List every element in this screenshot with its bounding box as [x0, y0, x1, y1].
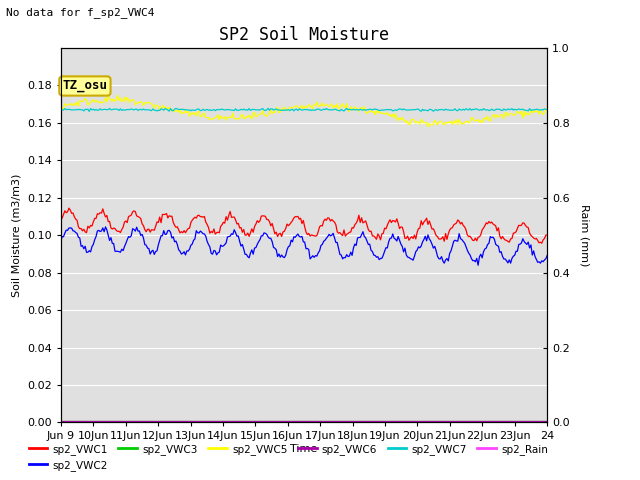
sp2_VWC3: [202, 418, 210, 424]
sp2_VWC6: [269, 418, 277, 424]
X-axis label: Time: Time: [291, 444, 317, 454]
sp2_VWC6: [202, 418, 210, 424]
sp2_VWC5: [271, 109, 278, 115]
sp2_VWC6: [116, 418, 124, 424]
sp2_VWC3: [543, 418, 551, 424]
sp2_VWC7: [57, 107, 65, 113]
sp2_VWC7: [264, 106, 272, 111]
sp2_VWC5: [543, 107, 551, 113]
sp2_VWC2: [271, 245, 278, 251]
sp2_VWC6: [57, 418, 65, 424]
sp2_VWC5: [519, 115, 527, 121]
sp2_VWC7: [543, 107, 551, 112]
sp2_VWC2: [220, 243, 227, 249]
sp2_VWC5: [220, 115, 227, 121]
sp2_VWC7: [204, 107, 211, 112]
sp2_Rain: [202, 419, 210, 425]
sp2_VWC2: [102, 224, 109, 230]
sp2_VWC2: [204, 239, 211, 244]
sp2_Rain: [218, 419, 226, 425]
sp2_VWC1: [228, 215, 236, 220]
sp2_VWC3: [116, 418, 124, 424]
Y-axis label: Raim (mm): Raim (mm): [579, 204, 589, 266]
Line: sp2_VWC7: sp2_VWC7: [61, 108, 547, 111]
sp2_VWC5: [104, 92, 112, 98]
Title: SP2 Soil Moisture: SP2 Soil Moisture: [219, 25, 389, 44]
sp2_VWC5: [118, 99, 125, 105]
sp2_VWC7: [118, 108, 125, 113]
Legend: sp2_VWC1, sp2_VWC2, sp2_VWC3, sp2_VWC5, sp2_VWC6, sp2_VWC7, sp2_Rain: sp2_VWC1, sp2_VWC2, sp2_VWC3, sp2_VWC5, …: [24, 439, 552, 475]
sp2_VWC3: [57, 418, 65, 424]
sp2_VWC7: [85, 108, 93, 114]
sp2_VWC7: [228, 108, 236, 113]
sp2_VWC2: [57, 239, 65, 244]
sp2_VWC3: [227, 418, 234, 424]
Line: sp2_VWC2: sp2_VWC2: [61, 227, 547, 265]
sp2_VWC3: [516, 418, 524, 424]
sp2_Rain: [57, 419, 65, 425]
Text: TZ_osu: TZ_osu: [63, 80, 108, 93]
sp2_VWC1: [65, 205, 73, 211]
Line: sp2_VWC5: sp2_VWC5: [61, 95, 547, 127]
Line: sp2_VWC1: sp2_VWC1: [61, 208, 547, 243]
sp2_VWC1: [271, 231, 278, 237]
sp2_VWC3: [218, 418, 226, 424]
sp2_VWC5: [57, 103, 65, 108]
sp2_VWC2: [228, 231, 236, 237]
sp2_Rain: [516, 419, 524, 425]
sp2_VWC6: [543, 418, 551, 424]
sp2_VWC3: [269, 418, 277, 424]
sp2_VWC5: [424, 124, 432, 130]
sp2_Rain: [269, 419, 277, 425]
sp2_VWC1: [543, 232, 551, 238]
sp2_VWC5: [228, 114, 236, 120]
sp2_Rain: [227, 419, 234, 425]
sp2_VWC1: [538, 240, 546, 246]
sp2_VWC1: [204, 222, 211, 228]
sp2_VWC7: [519, 106, 527, 112]
sp2_Rain: [116, 419, 124, 425]
sp2_VWC2: [474, 263, 482, 268]
sp2_VWC7: [220, 107, 227, 113]
sp2_VWC2: [118, 246, 125, 252]
sp2_VWC1: [118, 227, 125, 232]
sp2_VWC1: [518, 222, 525, 228]
sp2_VWC2: [519, 236, 527, 241]
Text: No data for f_sp2_VWC4: No data for f_sp2_VWC4: [6, 7, 155, 18]
Y-axis label: Soil Moisture (m3/m3): Soil Moisture (m3/m3): [12, 173, 22, 297]
sp2_VWC7: [273, 106, 280, 112]
sp2_VWC6: [227, 418, 234, 424]
sp2_VWC5: [204, 115, 211, 120]
sp2_VWC1: [220, 219, 227, 225]
sp2_VWC6: [218, 418, 226, 424]
sp2_Rain: [543, 419, 551, 425]
sp2_VWC6: [516, 418, 524, 424]
sp2_VWC2: [543, 252, 551, 258]
sp2_VWC1: [57, 216, 65, 222]
